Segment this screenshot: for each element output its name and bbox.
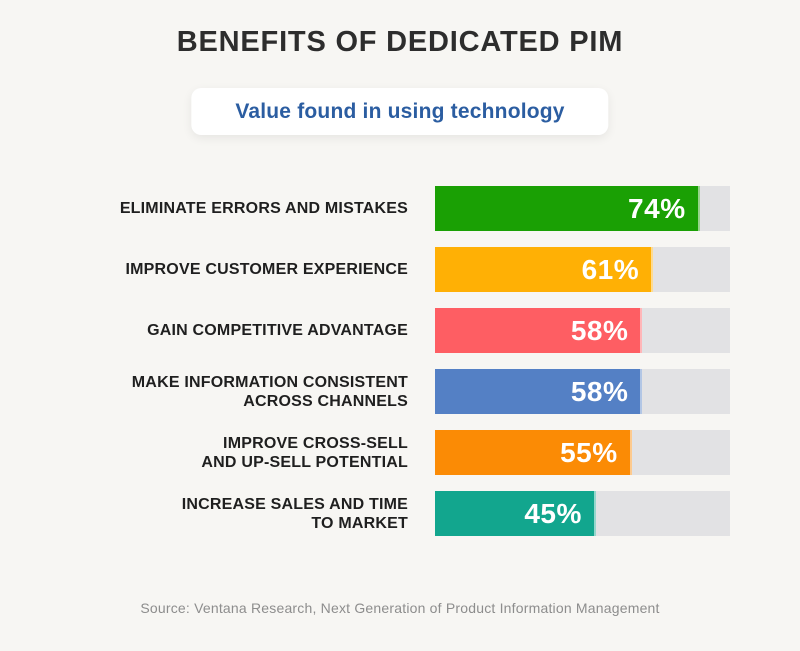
bar-label: ELIMINATE ERRORS AND MISTAKES xyxy=(0,199,408,218)
bar-chart: ELIMINATE ERRORS AND MISTAKES 74% IMPROV… xyxy=(0,186,730,552)
source-note: Source: Ventana Research, Next Generatio… xyxy=(140,600,660,616)
bar-value-label: 58% xyxy=(570,315,629,346)
bar-value-label: 45% xyxy=(524,498,582,529)
bar-label: IMPROVE CUSTOMER EXPERIENCE xyxy=(0,260,408,279)
bar-label: MAKE INFORMATION CONSISTENT ACROSS CHANN… xyxy=(0,373,408,411)
bar-fill: 58% xyxy=(435,369,643,414)
bar-fill: 55% xyxy=(435,430,632,475)
bar-value-label: 74% xyxy=(628,193,686,224)
chart-row: IMPROVE CROSS-SELL AND UP-SELL POTENTIAL… xyxy=(0,430,730,475)
bar-label: INCREASE SALES AND TIME TO MARKET xyxy=(0,495,408,533)
bar-label-line: GAIN COMPETITIVE ADVANTAGE xyxy=(147,322,408,339)
bar-value-label: 61% xyxy=(581,254,640,285)
bar-label-line: ELIMINATE ERRORS AND MISTAKES xyxy=(119,200,408,217)
chart-row: INCREASE SALES AND TIME TO MARKET 45% xyxy=(0,491,730,536)
bar-value-label: 58% xyxy=(570,376,629,407)
subtitle-pill: Value found in using technology xyxy=(191,88,609,135)
bar-track: 58% xyxy=(435,369,730,414)
subtitle-text: Value found in using technology xyxy=(235,100,565,123)
chart-row: GAIN COMPETITIVE ADVANTAGE 58% xyxy=(0,308,730,353)
bar-fill: 74% xyxy=(435,186,700,231)
bar-fill: 45% xyxy=(435,491,596,536)
bar-label: IMPROVE CROSS-SELL AND UP-SELL POTENTIAL xyxy=(0,434,408,472)
bar-label-line: MAKE INFORMATION CONSISTENT xyxy=(131,373,408,391)
bar-track: 45% xyxy=(435,491,730,536)
chart-row: MAKE INFORMATION CONSISTENT ACROSS CHANN… xyxy=(0,369,730,414)
bar-value-label: 55% xyxy=(560,437,618,468)
bar-label-line: TO MARKET xyxy=(311,514,408,532)
page-title: BENEFITS OF DEDICATED PIM xyxy=(176,26,624,58)
bar-label: GAIN COMPETITIVE ADVANTAGE xyxy=(0,321,408,340)
bar-label-line: IMPROVE CROSS-SELL xyxy=(223,434,408,452)
bar-label-line: ACROSS CHANNELS xyxy=(243,392,408,410)
chart-row: ELIMINATE ERRORS AND MISTAKES 74% xyxy=(0,186,730,231)
bar-track: 55% xyxy=(435,430,730,475)
bar-fill: 61% xyxy=(435,247,654,292)
bar-label-line: AND UP-SELL POTENTIAL xyxy=(201,453,408,471)
bar-track: 74% xyxy=(435,186,730,231)
bar-label-line: IMPROVE CUSTOMER EXPERIENCE xyxy=(125,261,408,278)
chart-row: IMPROVE CUSTOMER EXPERIENCE 61% xyxy=(0,247,730,292)
bar-fill: 58% xyxy=(435,308,643,353)
bar-track: 58% xyxy=(435,308,730,353)
bar-label-line: INCREASE SALES AND TIME xyxy=(181,495,408,513)
bar-track: 61% xyxy=(435,247,730,292)
